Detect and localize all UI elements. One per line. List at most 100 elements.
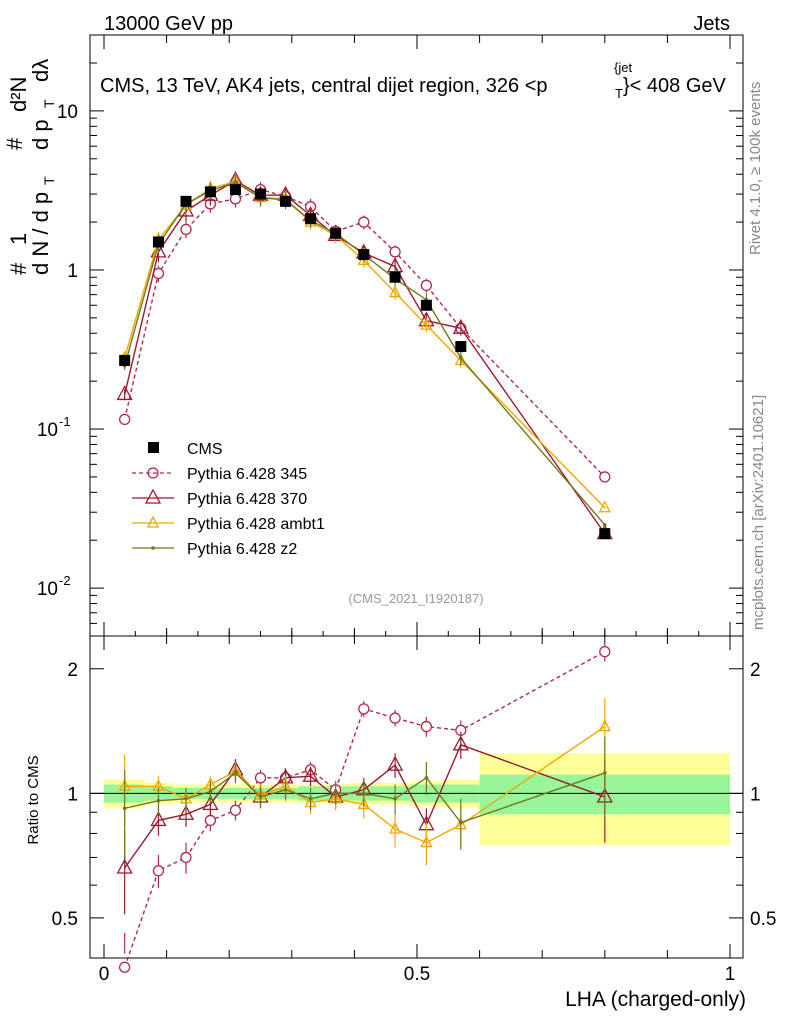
ratio-point-p370 — [452, 735, 469, 751]
main-tick-label: 10 — [37, 579, 58, 600]
ratio-point-p345 — [180, 851, 192, 864]
point-ambt1 — [598, 500, 611, 513]
x-axis-labels: 0 0.5 1 — [99, 964, 736, 985]
point-p345 — [420, 279, 433, 292]
ratio-point-z2 — [156, 798, 161, 803]
point-cms — [358, 249, 370, 261]
main-tick-exponent: -1 — [59, 414, 71, 429]
side-text-rivet: Rivet 4.1.0, ≥ 100k events — [747, 82, 764, 255]
legend-entry-p370: Pythia 6.428 370 — [132, 488, 307, 508]
point-cms — [420, 299, 432, 311]
point-cms — [229, 184, 241, 196]
ratio-point-p345 — [389, 712, 401, 724]
legend-entry-cms: CMS — [148, 441, 223, 458]
legend-marker-p370 — [144, 488, 162, 504]
legend-marker-p345 — [147, 467, 159, 479]
y-label-dlambda: dλ — [28, 59, 53, 82]
plot-title-sub: T — [615, 86, 623, 101]
legend-label-p345: Pythia 6.428 345 — [187, 466, 307, 483]
point-cms — [204, 186, 216, 198]
ratio-point-p370 — [116, 858, 133, 874]
legend-label-cms: CMS — [187, 441, 223, 458]
legend-marker-ambt1 — [146, 515, 160, 528]
ratio-axis-ticks — [90, 636, 743, 959]
main-axis-ticks — [90, 34, 743, 637]
point-cms — [180, 195, 192, 207]
ratio-point-z2 — [393, 797, 397, 801]
point-p370 — [116, 385, 133, 401]
point-cms — [255, 188, 266, 200]
point-p345 — [389, 246, 401, 258]
x-tick-label: 0 — [99, 964, 110, 985]
ratio-tick-label-right: 1 — [750, 784, 761, 805]
ratio-point-z2 — [361, 791, 366, 796]
y-label-pt-sub: T — [41, 176, 57, 185]
legend-entry-z2: Pythia 6.428 z2 — [132, 541, 297, 558]
point-cms — [455, 341, 467, 353]
ratio-uncertainty-bands — [90, 753, 743, 846]
ratio-point-p370 — [177, 804, 195, 820]
point-cms — [389, 271, 401, 283]
ratio-point-p370 — [302, 766, 319, 782]
ratio-point-ambt1 — [598, 719, 611, 732]
ratio-point-p345 — [119, 961, 131, 973]
ratio-tick-label-right: 0.5 — [750, 909, 776, 930]
ratio-point-z2 — [459, 820, 463, 825]
point-cms — [119, 354, 131, 366]
legend-label-ambt1: Pythia 6.428 ambt1 — [187, 516, 325, 533]
legend-label-z2: Pythia 6.428 z2 — [187, 541, 297, 558]
ratio-point-z2 — [122, 806, 127, 811]
ratio-line-z2 — [124, 772, 606, 824]
ratio-point-p345 — [358, 703, 370, 715]
point-cms — [152, 236, 164, 248]
x-axis-label: LHA (charged-only) — [565, 988, 746, 1011]
y-label-d2n: d²N — [6, 77, 31, 112]
ratio-tick-label-right: 2 — [750, 660, 761, 681]
ratio-point-ambt1 — [420, 835, 433, 848]
ratio-tick-label-left: 2 — [67, 660, 78, 681]
point-z2 — [603, 523, 607, 527]
point-cms — [305, 213, 317, 225]
ratio-data-series — [116, 642, 613, 973]
point-cms — [280, 195, 292, 207]
point-p345 — [152, 267, 165, 280]
x-tick-label: 1 — [725, 964, 736, 985]
point-ambt1 — [420, 317, 433, 330]
plot-title: CMS, 13 TeV, AK4 jets, central dijet reg… — [100, 60, 727, 101]
ratio-point-ambt1 — [389, 821, 402, 834]
y-axis-label-main: # 1 d N / d p T # d²N d p T dλ — [2, 59, 57, 275]
legend-entry-p345: Pythia 6.428 345 — [132, 466, 307, 483]
y-label-dn: d N / d p — [28, 192, 53, 275]
point-p370 — [387, 257, 404, 273]
ratio-point-p370 — [387, 755, 404, 771]
point-z2 — [233, 180, 238, 185]
ratio-point-z2 — [208, 789, 213, 794]
point-z2 — [459, 356, 463, 360]
analysis-id: (CMS_2021_I1920187) — [348, 591, 483, 606]
legend-label-p370: Pythia 6.428 370 — [187, 491, 307, 508]
ratio-point-ambt1 — [357, 796, 370, 810]
legend-entry-ambt1: Pythia 6.428 ambt1 — [132, 515, 325, 533]
ratio-y-label: Ratio to CMS — [25, 755, 42, 844]
ratio-point-z2 — [258, 795, 263, 799]
plot-title-tail: }< 408 GeV — [623, 75, 727, 97]
series-line-ambt1 — [123, 180, 606, 509]
y-label-hash-2: # — [2, 137, 27, 150]
ratio-line-p345 — [123, 651, 606, 968]
main-tick-exponent: -2 — [59, 573, 71, 588]
ratio-point-z2 — [308, 797, 313, 801]
plot-title-main: CMS, 13 TeV, AK4 jets, central dijet reg… — [100, 75, 548, 97]
y-label-dpt: d p — [28, 119, 53, 150]
main-data-series — [116, 171, 613, 540]
header-energy: 13000 GeV pp — [104, 13, 233, 35]
ratio-point-z2 — [233, 771, 238, 775]
side-text-mcplots: mcplots.cern.ch [arXiv:2401.10621] — [750, 395, 767, 630]
point-p345 — [180, 223, 192, 236]
point-p345 — [599, 471, 611, 483]
point-p370 — [452, 318, 469, 334]
ratio-point-p345 — [254, 772, 267, 784]
ratio-point-z2 — [603, 771, 607, 775]
ratio-point-p345 — [152, 865, 165, 877]
